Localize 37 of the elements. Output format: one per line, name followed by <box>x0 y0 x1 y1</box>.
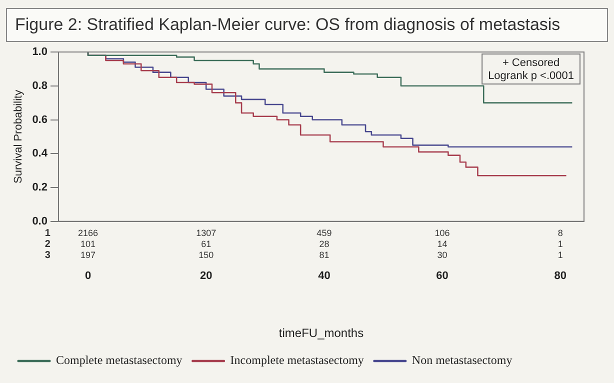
text: 8 <box>558 228 563 238</box>
text: 1 <box>558 250 563 260</box>
text: 197 <box>80 250 96 260</box>
annotation: + Censored <box>502 57 560 70</box>
legend-label: Non metastasectomy <box>412 353 512 368</box>
x-tick-label: 0 <box>84 270 92 282</box>
annotation: Logrank p <.0001 <box>488 70 574 82</box>
x-tick-label: 80 <box>554 270 567 282</box>
y-tick-label: 0.0 <box>32 215 48 228</box>
text: 81 <box>319 250 330 260</box>
text: 2 <box>44 239 51 250</box>
text: 61 <box>201 238 212 249</box>
y-tick-label: 0.6 <box>32 114 48 126</box>
x-tick-label: 60 <box>436 270 448 282</box>
text: 459 <box>316 228 332 238</box>
text: 1307 <box>196 228 216 238</box>
y-axis-title: Survival Probability <box>12 89 25 184</box>
text: 30 <box>437 250 448 260</box>
text: 28 <box>319 238 330 249</box>
y-tick-label: 1.0 <box>32 46 48 58</box>
y-tick-label: 0.8 <box>32 80 48 92</box>
legend-label: Complete metastasectomy <box>56 353 182 368</box>
text: 1 <box>558 238 563 249</box>
y-tick-label: 0.2 <box>32 182 48 194</box>
x-tick-label: 20 <box>200 270 212 282</box>
text: 2166 <box>78 228 98 238</box>
legend-label: Incomplete metastasectomy <box>230 353 364 368</box>
text: 3 <box>44 250 51 262</box>
text: 1 <box>44 228 51 240</box>
y-tick-label: 0.4 <box>32 148 48 160</box>
chart-title: Figure 2: Stratified Kaplan-Meier curve: OS from diagnosis of metastasis <box>6 8 608 42</box>
text: 150 <box>198 250 214 260</box>
x-axis-title: timeFU_months <box>278 326 364 340</box>
text: 14 <box>437 238 448 249</box>
text: 101 <box>80 238 96 249</box>
text: 106 <box>434 228 450 238</box>
x-tick-label: 40 <box>318 270 330 282</box>
